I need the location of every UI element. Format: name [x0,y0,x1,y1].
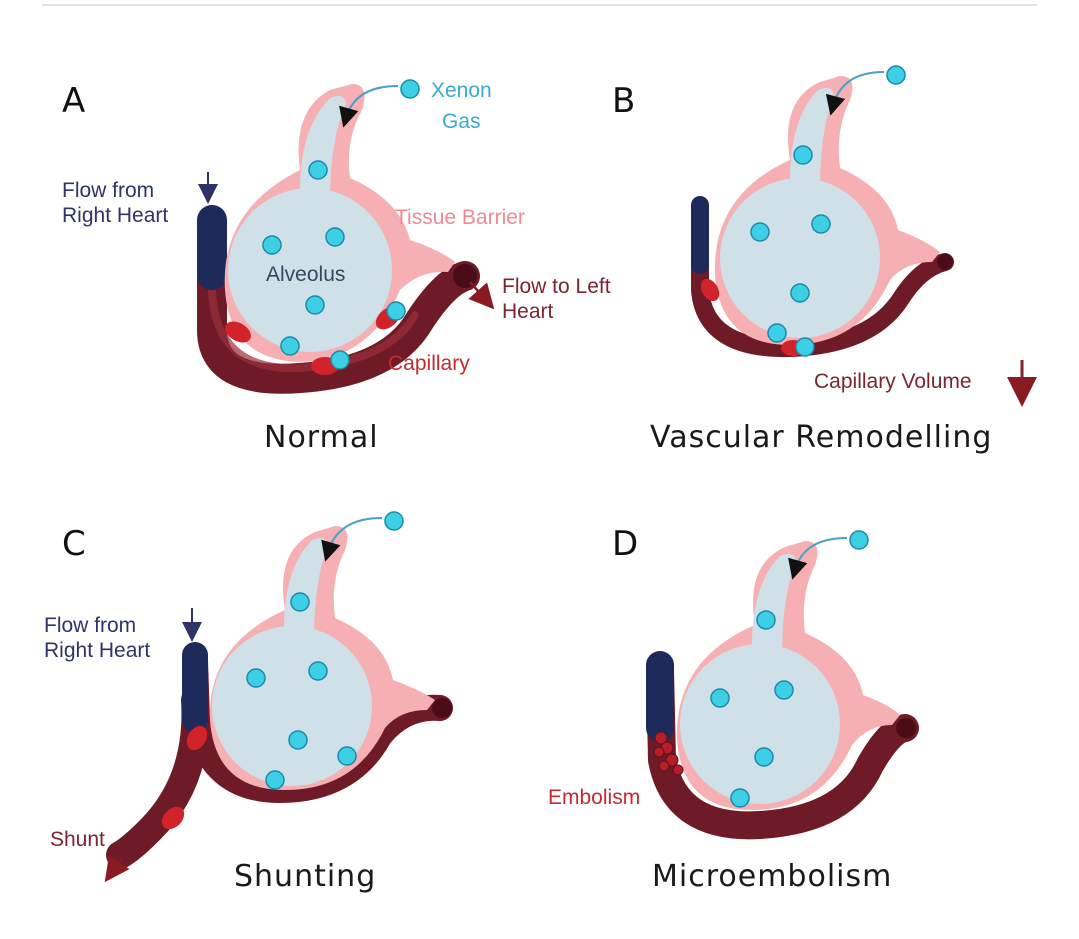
panel-c-alveolus [212,626,372,786]
panel-a-flow-out-arrow [468,281,495,310]
panel-c-rbc [161,806,185,830]
panel-b: B Capillary Volume Vascular Remodelling [612,65,1037,455]
panel-d-xenon-atom [730,788,750,808]
panel-a-xenon-atom [280,336,300,356]
panel-c-rbc [186,725,208,751]
panel-d-caption: Microembolism [652,859,892,894]
panel-a-xenon-atom [330,350,350,370]
panel-c-capillary-end [432,698,452,718]
panel-c-xenon-atom [337,746,357,766]
panel-a-xenon-label-2: Gas [442,110,481,133]
panel-d-letter: D [612,524,638,564]
panel-b-rbc [700,278,720,302]
panel-a-xenon-arrow [339,85,399,128]
panel-c-shunt-label: Shunt [50,828,105,851]
panel-c-letter: C [62,524,86,564]
panel-a-tissue-barrier-label: Tissue Barrier [395,206,525,229]
panel-c-flow-from-label-2: Right Heart [44,639,150,662]
panel-a-xenon-atom [325,227,345,247]
panel-c-airway [283,538,328,640]
panel-a-xenon-atom [386,301,406,321]
panel-d-capillary-end [896,718,916,738]
panel-b-caption: Vascular Remodelling [650,420,992,455]
top-divider-line [42,4,1037,6]
panel-d-alveolus [680,644,840,804]
panel-a-letter: A [62,81,85,121]
panel-b-xenon-atom [790,283,810,303]
panel-d-xenon-arrow [788,537,848,580]
panel-a-flow-from-label-1: Flow from [62,179,154,202]
panel-d-embolism-cluster [653,731,684,776]
panel-b-letter: B [612,81,635,121]
panel-c-caption: Shunting [234,859,376,894]
panel-a-rbc [225,321,251,343]
panel-b-xenon-atom [795,337,815,357]
panel-d-xenon-atom [754,747,774,767]
panel-b-alveolus [720,178,880,338]
panel-b-capillary [691,201,954,358]
panel-d-airway [751,554,796,656]
panel-b-xenon-arrow [825,71,885,116]
panel-c-xenon-atom [308,661,328,681]
panel-b-capillary-end [937,254,953,270]
panel-d-xenon-atom [774,680,794,700]
panel-d: D Embolism Microembolism [548,524,919,894]
panel-a-xenon-atom [305,295,325,315]
panel-b-xenon-atom [811,214,831,234]
panel-a-capillary-label: Capillary [388,352,470,375]
panel-b-xenon-atom [767,323,787,343]
panel-d-capillary [646,656,919,840]
panel-a: A Xenon Gas Flow from Right Heart Tissue… [62,79,611,455]
panel-c-xenon-atom [246,668,266,688]
panel-a-xenon-atom [400,79,420,99]
panel-c-xenon-atom [290,592,310,612]
panel-c-flow-from-label-1: Flow from [44,614,136,637]
panel-b-xenon-atom [750,222,770,242]
panel-c-xenon-atom [384,511,404,531]
panel-c-xenon-atom [265,770,285,790]
panel-b-xenon-atom [793,145,813,165]
panel-a-flow-from-label-2: Right Heart [62,204,168,227]
panel-a-xenon-atom [262,235,282,255]
panel-d-xenon-atom [849,530,869,550]
panel-a-capillary-highlight [208,286,419,373]
panel-a-xenon-atom [308,160,328,180]
panel-d-xenon-atom [710,688,730,708]
panel-a-xenon-label-1: Xenon [431,79,492,102]
panel-a-capillary [197,210,480,394]
panel-a-alveolus [228,188,392,352]
panel-c-shunt-arrow [104,854,130,883]
panel-d-embolism-label: Embolism [548,786,640,809]
panel-a-caption: Normal [264,420,379,455]
panel-b-xenon-atom [886,65,906,85]
panel-c: C Flow from Right Heart Shunt Shunting [44,511,453,894]
panel-d-xenon-atom [756,610,776,630]
panel-a-alveolus-label: Alveolus [266,263,345,286]
panel-c-xenon-atom [288,730,308,750]
panel-c-xenon-arrow [321,517,383,562]
panel-b-capillary-volume-label: Capillary Volume [814,370,972,393]
panel-a-flow-to-label-2: Heart [502,300,554,323]
panel-a-flow-to-label-1: Flow to Left [502,275,611,298]
